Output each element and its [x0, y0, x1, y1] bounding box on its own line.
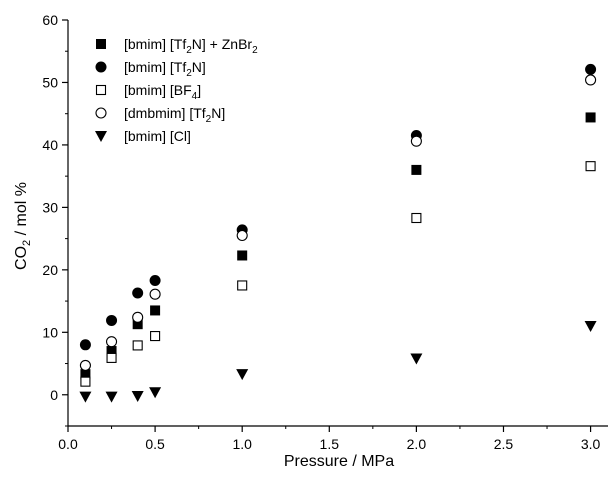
data-point	[149, 274, 161, 286]
x-axis-ticks: 0.0 0.5 1.0 1.5 2.0 2.5 3.0	[58, 426, 601, 452]
legend-label: [dmbmim] [Tf2N]	[124, 105, 225, 125]
data-point	[410, 135, 422, 147]
data-point	[236, 229, 248, 242]
data-point	[584, 321, 597, 333]
y-tick-label: 20	[42, 262, 58, 278]
series-3-points	[79, 74, 597, 371]
y-axis-title: CO2 / mol %	[13, 182, 33, 270]
data-point	[411, 164, 422, 175]
legend-item-2: [bmim] [BF4]	[95, 82, 201, 102]
y-tick-label: 0	[50, 387, 58, 403]
legend-label: [bmim] [Tf2N] + ZnBr2	[124, 36, 258, 56]
series-0-points	[80, 112, 596, 380]
data-point	[585, 161, 596, 172]
legend-label-text: [bmim] [Cl]	[124, 128, 191, 144]
y-axis-title-sub: 2	[21, 240, 33, 246]
data-point	[585, 112, 596, 123]
data-point	[149, 288, 161, 300]
y-tick-label: 10	[42, 324, 58, 340]
x-tick-label: 2.5	[494, 436, 514, 452]
data-point	[150, 305, 161, 316]
legend-marker	[95, 131, 107, 142]
legend-marker	[95, 107, 107, 119]
x-tick-label: 3.0	[581, 436, 601, 452]
legend-label-text: [bmim] [BF	[124, 82, 192, 98]
data-point	[237, 250, 248, 261]
series-4-points	[79, 321, 597, 403]
data-point	[79, 339, 91, 351]
legend-item-0: [bmim] [Tf2N] + ZnBr2	[96, 36, 258, 56]
y-axis-title-main: CO	[13, 246, 30, 270]
legend-item-1: [bmim] [Tf2N]	[95, 59, 206, 79]
y-axis-ticks: 0 10 20 30 40 50 60	[42, 12, 68, 427]
legend-label-text: ]	[197, 82, 201, 98]
legend-label-subscript: 4	[192, 91, 198, 102]
legend-item-3: [dmbmim] [Tf2N]	[95, 105, 225, 125]
data-point	[132, 287, 144, 299]
legend-label: [bmim] [BF4]	[124, 82, 201, 102]
legend-label-text: N]	[211, 105, 225, 121]
data-point	[79, 391, 92, 403]
x-tick-label: 1.0	[232, 436, 252, 452]
data-points	[79, 63, 597, 403]
y-tick-label: 30	[42, 199, 58, 215]
data-point	[149, 387, 162, 399]
x-tick-label: 0.5	[145, 436, 165, 452]
legend-label: [bmim] [Cl]	[124, 128, 191, 144]
x-axis-title: Pressure / MPa	[284, 453, 394, 470]
legend-label-text: [dmbmim] [Tf	[124, 105, 206, 121]
legend-label-subscript: 2	[186, 45, 192, 56]
data-point	[585, 63, 597, 75]
data-point	[80, 369, 91, 380]
data-point	[411, 212, 422, 224]
x-tick-label: 0.0	[58, 436, 78, 452]
data-point	[106, 314, 118, 326]
legend-label-text: [bmim] [Tf	[124, 59, 186, 75]
x-tick-label: 2.0	[407, 436, 427, 452]
data-point	[236, 369, 249, 381]
data-point	[237, 280, 248, 291]
legend-label-text: [bmim] [Tf	[124, 36, 186, 52]
legend-label-text: N] + ZnBr	[192, 36, 253, 52]
x-tick-label: 1.5	[320, 436, 340, 452]
data-point	[80, 376, 91, 387]
legend-label-subscript: 2	[186, 68, 192, 79]
data-point	[410, 353, 423, 365]
legend-label-subscript: 2	[252, 45, 258, 56]
data-point	[132, 311, 144, 323]
data-point	[106, 346, 117, 357]
y-axis-title-rest: / mol %	[13, 182, 30, 240]
data-point	[105, 391, 118, 403]
data-point	[105, 336, 118, 348]
legend-marker	[95, 61, 107, 73]
legend-label: [bmim] [Tf2N]	[124, 59, 206, 79]
series-2-points	[80, 161, 596, 387]
data-point	[132, 340, 143, 351]
y-tick-label: 50	[42, 74, 58, 90]
legend-marker	[96, 39, 106, 49]
legend-marker	[95, 84, 107, 96]
legend-item-4: [bmim] [Cl]	[95, 128, 191, 144]
data-point	[150, 331, 161, 342]
y-tick-label: 60	[42, 12, 58, 28]
y-tick-label: 40	[42, 137, 58, 153]
data-point	[132, 319, 143, 330]
data-point	[106, 352, 117, 363]
plot-axes	[67, 20, 608, 427]
data-point	[131, 391, 144, 403]
legend: [bmim] [Tf2N] + ZnBr2[bmim] [Tf2N][bmim]…	[95, 36, 258, 144]
data-point	[585, 74, 597, 86]
legend-label-text: N]	[192, 59, 206, 75]
data-point	[79, 359, 91, 371]
legend-label-subscript: 2	[206, 114, 212, 125]
